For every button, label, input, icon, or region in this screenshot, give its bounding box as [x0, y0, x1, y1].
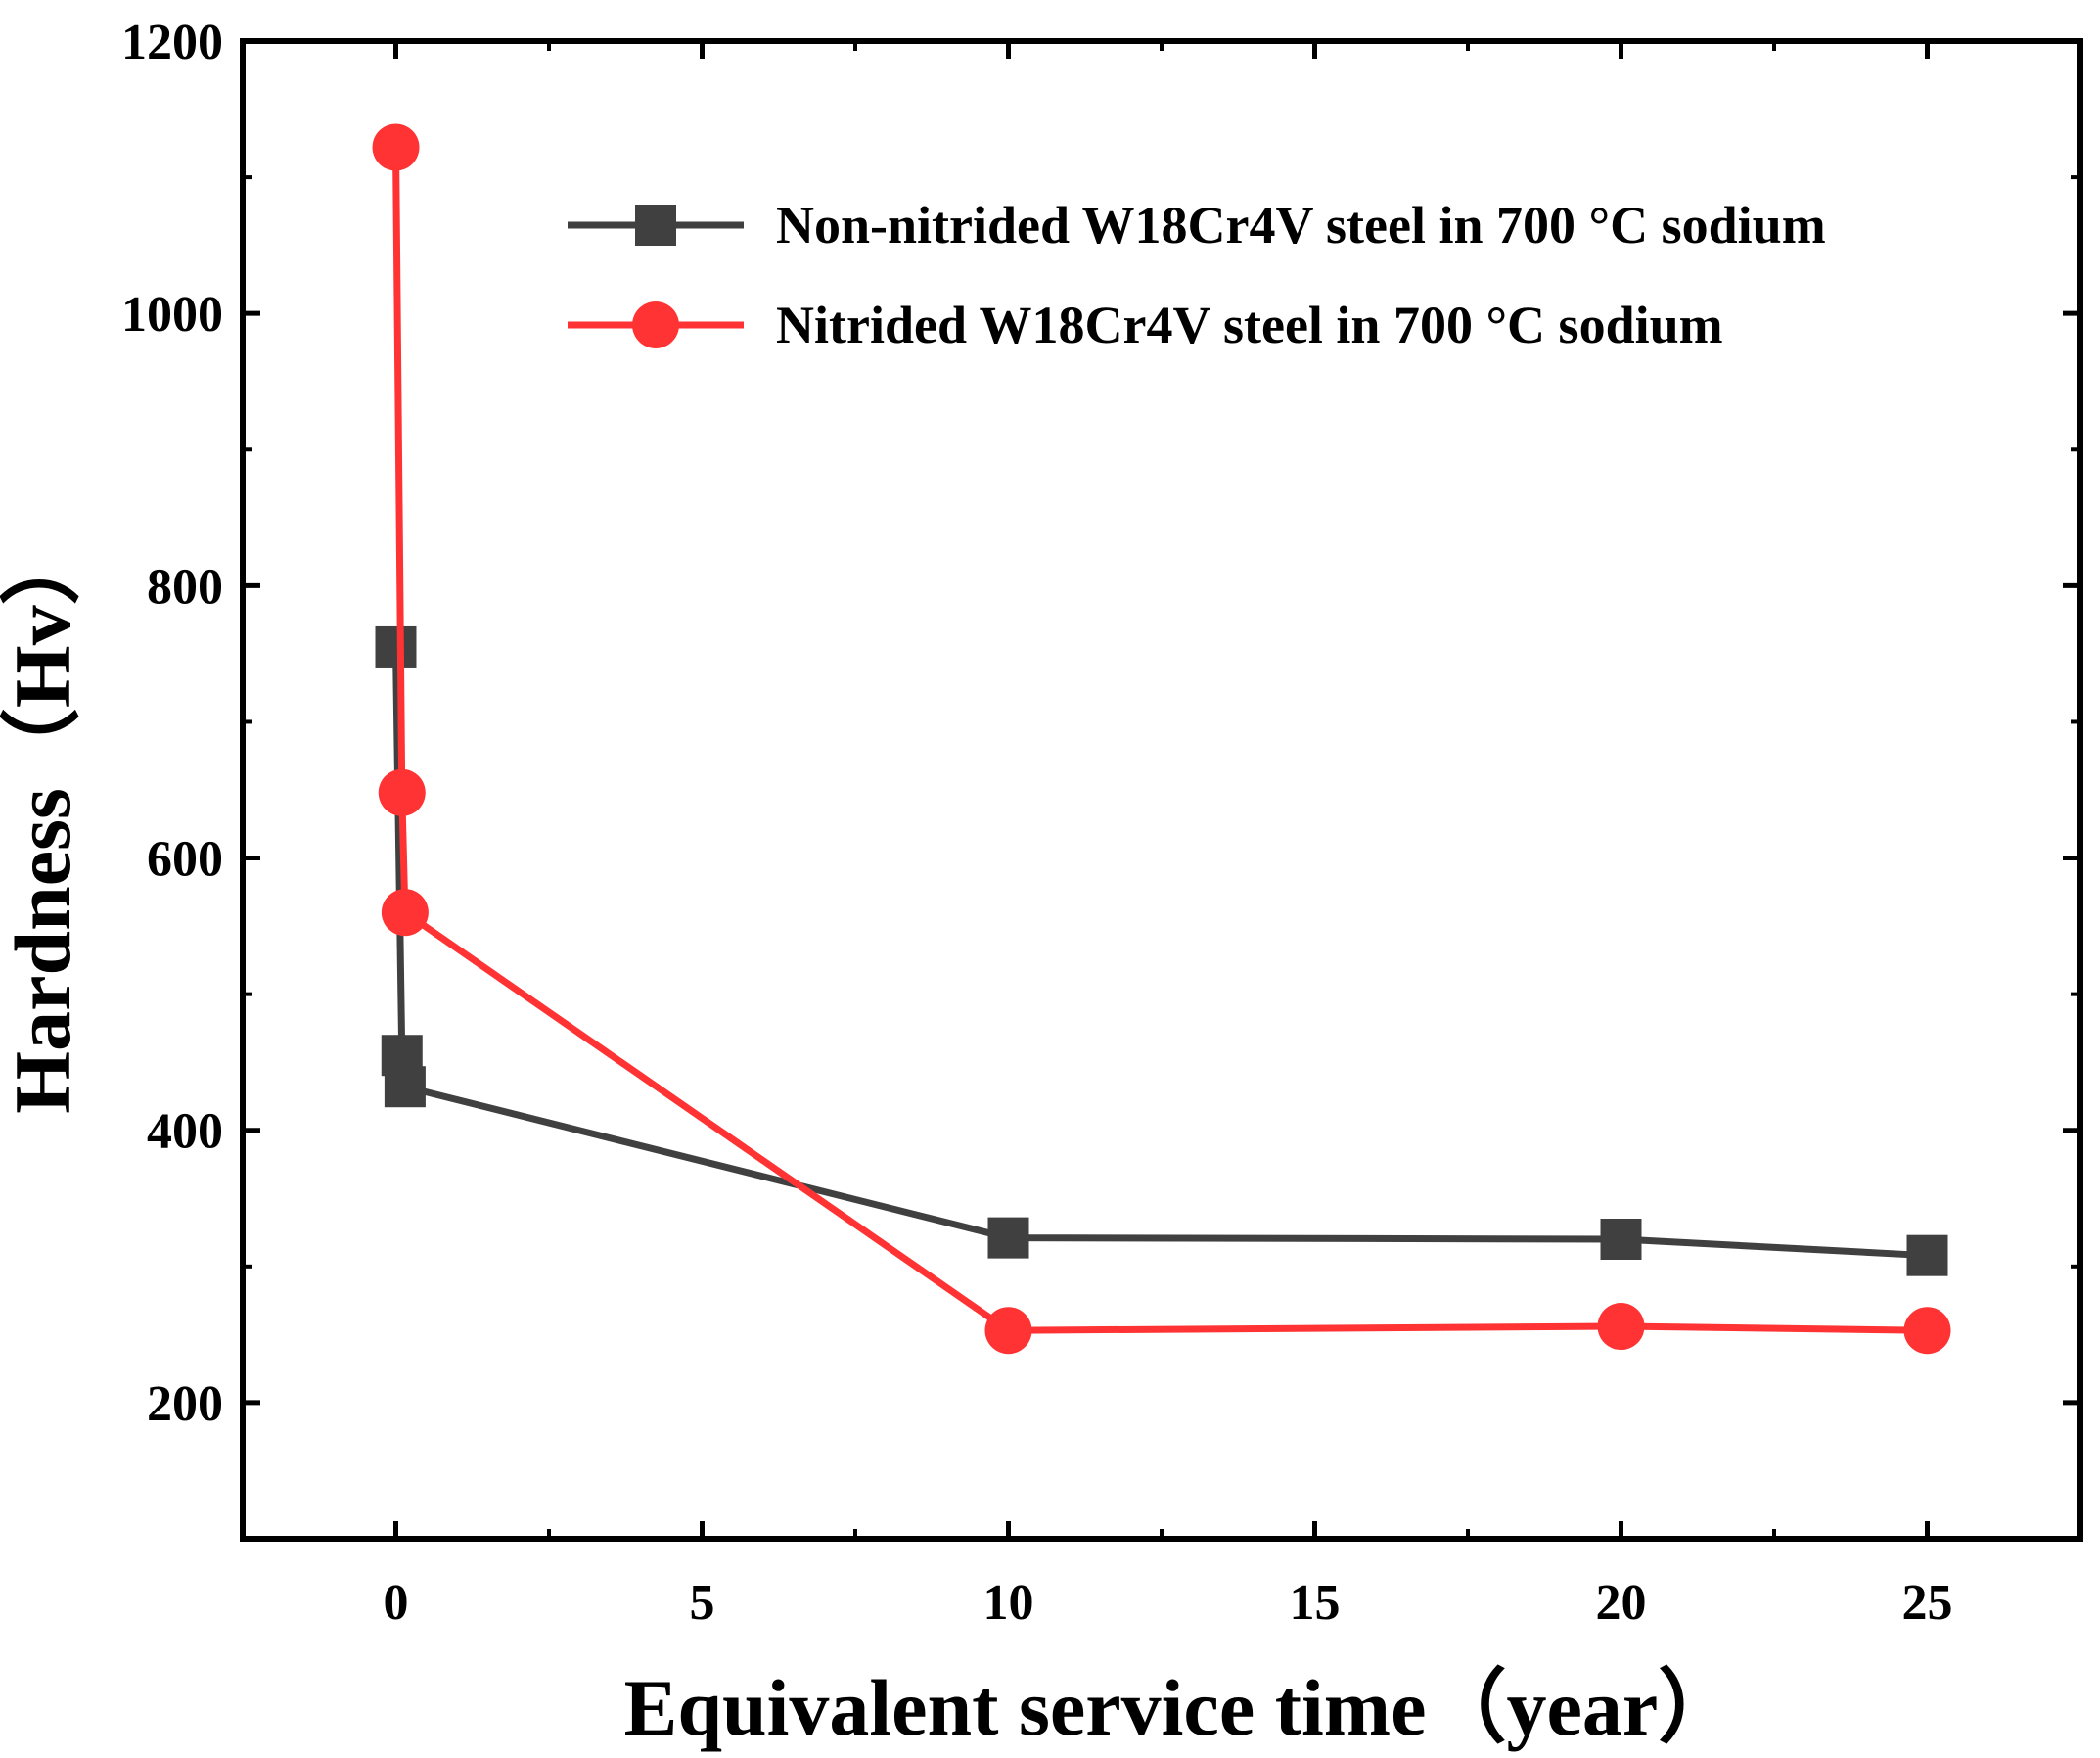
- legend-marker-circle: [632, 301, 679, 348]
- x-tick-label: 0: [384, 1575, 409, 1631]
- data-point-square: [987, 1217, 1029, 1259]
- y-axis-title: Hardness（Hv）: [0, 525, 87, 1113]
- legend-item-2: Nitrided W18Cr4V steel in 700 °C sodium: [568, 296, 1723, 354]
- legend-label: Non-nitrided W18Cr4V steel in 700 °C sod…: [776, 196, 1826, 254]
- series-line: [392, 646, 1928, 1260]
- data-point-circle: [1597, 1303, 1645, 1351]
- data-point-square: [1906, 1234, 1948, 1276]
- x-tick-label: 25: [1902, 1575, 1953, 1631]
- y-tick-label: 600: [147, 832, 223, 888]
- plot-area: [240, 38, 2083, 1542]
- data-point-circle: [1903, 1307, 1951, 1355]
- x-tick-label: 20: [1596, 1575, 1647, 1631]
- axis-ticks: 0 5 10 15 20 25 200 400 600 800 1000 1200: [121, 15, 2080, 1631]
- data-point-square: [1600, 1219, 1642, 1260]
- data-point-square: [384, 1066, 426, 1108]
- x-tick-label: 10: [983, 1575, 1034, 1631]
- data-point-circle: [984, 1307, 1032, 1355]
- data-point-circle: [372, 123, 420, 171]
- legend-item-1: Non-nitrided W18Cr4V steel in 700 °C sod…: [568, 196, 1826, 254]
- x-tick-label: 15: [1290, 1575, 1341, 1631]
- y-tick-label: 1200: [121, 15, 223, 70]
- y-tick-label: 200: [147, 1376, 223, 1432]
- data-point-square: [375, 625, 417, 668]
- x-axis-title: Equivalent service time（year）: [624, 1663, 1739, 1752]
- data-point-circle: [378, 768, 426, 816]
- series-2: [372, 123, 1951, 1355]
- data-point-circle: [381, 889, 429, 937]
- series-1: [375, 625, 1948, 1276]
- series-line: [392, 147, 1928, 1334]
- y-tick-label: 800: [147, 559, 223, 615]
- legend-marker-square: [635, 205, 676, 246]
- legend-label: Nitrided W18Cr4V steel in 700 °C sodium: [776, 296, 1723, 354]
- legend: Non-nitrided W18Cr4V steel in 700 °C sod…: [568, 196, 1826, 354]
- x-tick-label: 5: [690, 1575, 715, 1631]
- y-tick-label: 400: [147, 1104, 223, 1160]
- series-layer: [372, 123, 1951, 1355]
- y-tick-label: 1000: [121, 287, 223, 343]
- plot-frame: [240, 38, 2083, 1542]
